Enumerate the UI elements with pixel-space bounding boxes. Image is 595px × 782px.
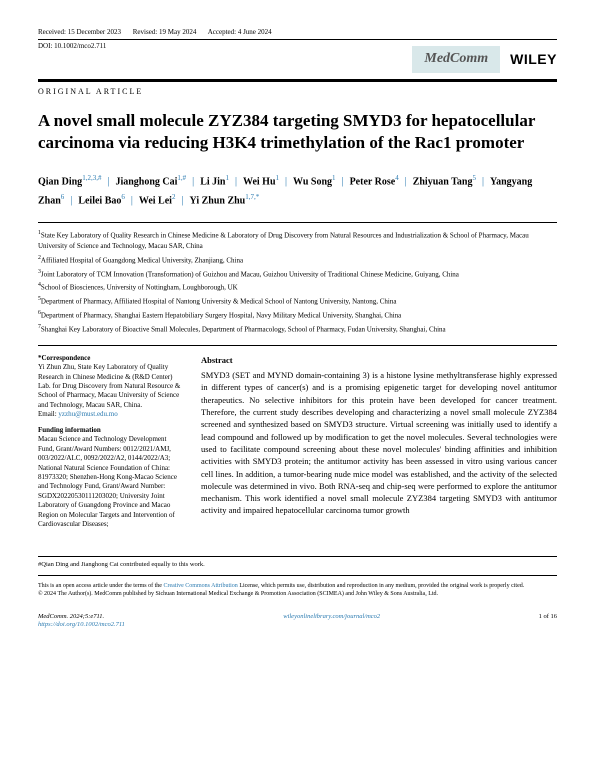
medcomm-logo: MedComm [412,46,500,73]
author-name: Jianghong Cai [115,176,177,187]
author-name: Li Jin [200,176,225,187]
author-sep: | [192,176,194,187]
author-name: Leilei Bao [78,195,121,206]
revised-date: Revised: 19 May 2024 [133,28,197,36]
author-sep: | [405,176,407,187]
author-affil-sup: 1 [332,174,336,182]
affiliation-item: 4School of Biosciences, University of No… [38,281,557,293]
author-affil-sup: 6 [61,193,65,201]
footer-journal-link[interactable]: wileyonlinelibrary.com/journal/mco2 [283,613,380,620]
accepted-date: Accepted: 4 June 2024 [208,28,272,36]
author-affil-sup: 4 [395,174,399,182]
copyright-text: © 2024 The Author(s). MedComm published … [38,590,557,598]
author-list: Qian Ding1,2,3,# | Jianghong Cai1,# | Li Jin… [38,172,557,211]
author-affil-sup: 1,7,* [245,193,259,201]
author-affil-sup: 1,2,3,# [82,174,101,182]
affiliation-item: 5Department of Pharmacy, Affiliated Hosp… [38,295,557,307]
correspondence-text: Yi Zhun Zhu, State Key Laboratory of Qua… [38,363,180,409]
received-date: Received: 15 December 2023 [38,28,121,36]
license-post: License, which permits use, distribution… [238,583,524,589]
author-sep: | [181,195,183,206]
author-name: Wu Song [293,176,332,187]
contribution-note: #Qian Ding and Jianghong Cai contributed… [38,561,557,570]
article-title: A novel small molecule ZYZ384 targeting … [38,110,557,154]
correspondence-email[interactable]: yzzhu@must.edu.mo [58,410,117,418]
author-affil-sup: 1,# [177,174,186,182]
author-sep: | [285,176,287,187]
license-pre: This is an open access article under the… [38,583,163,589]
author-affil-sup: 6 [121,193,125,201]
affiliation-item: 2Affiliated Hospital of Guangdong Medica… [38,254,557,266]
author-sep: | [482,176,484,187]
author-name: Wei Hu [243,176,276,187]
author-name: Peter Rose [350,176,396,187]
page-footer: MedComm. 2024;5:e711. https://doi.org/10… [38,613,557,631]
author-affil-sup: 1 [276,174,280,182]
abstract-column: Abstract SMYD3 (SET and MYND domain-cont… [201,354,557,536]
author-name: Yi Zhun Zhu [189,195,245,206]
footer-doi-link[interactable]: https://doi.org/10.1002/mco2.711 [38,621,125,628]
article-meta-header: Received: 15 December 2023 Revised: 19 M… [38,28,557,40]
author-sep: | [131,195,133,206]
affiliation-list: 1State Key Laboratory of Quality Researc… [38,229,557,334]
affiliation-item: 3Joint Laboratory of TCM Innovation (Tra… [38,268,557,280]
affiliation-item: 6Department of Pharmacy, Shanghai Easter… [38,309,557,321]
author-sep: | [70,195,72,206]
author-affil-sup: 2 [172,193,176,201]
brand-row: MedComm WILEY [38,46,557,73]
affiliation-item: 1State Key Laboratory of Quality Researc… [38,229,557,251]
footnote-block: #Qian Ding and Jianghong Cai contributed… [38,556,557,599]
article-type-label: ORIGINAL ARTICLE [38,79,557,98]
author-affil-sup: 5 [472,174,476,182]
divider [38,575,557,576]
page-number: 1 of 16 [539,613,557,631]
footer-citation: MedComm. 2024;5:e711. [38,613,104,620]
funding-text: Macau Science and Technology Development… [38,435,177,528]
author-name: Qian Ding [38,176,82,187]
license-link[interactable]: Creative Commons Attribution [163,583,237,589]
funding-label: Funding information [38,426,101,434]
wiley-logo: WILEY [510,50,557,69]
email-label: Email: [38,410,58,418]
author-sep: | [235,176,237,187]
author-name: Wei Lei [139,195,172,206]
author-sep: | [342,176,344,187]
abstract-heading: Abstract [201,354,557,366]
divider [38,222,557,223]
sidebar: *Correspondence Yi Zhun Zhu, State Key L… [38,354,183,536]
author-affil-sup: 1 [225,174,229,182]
abstract-text: SMYD3 (SET and MYND domain-containing 3)… [201,369,557,517]
author-name: Zhiyuan Tang [413,176,473,187]
affiliation-item: 7Shanghai Key Laboratory of Bioactive Sm… [38,323,557,335]
correspondence-label: *Correspondence [38,354,90,362]
author-sep: | [107,176,109,187]
